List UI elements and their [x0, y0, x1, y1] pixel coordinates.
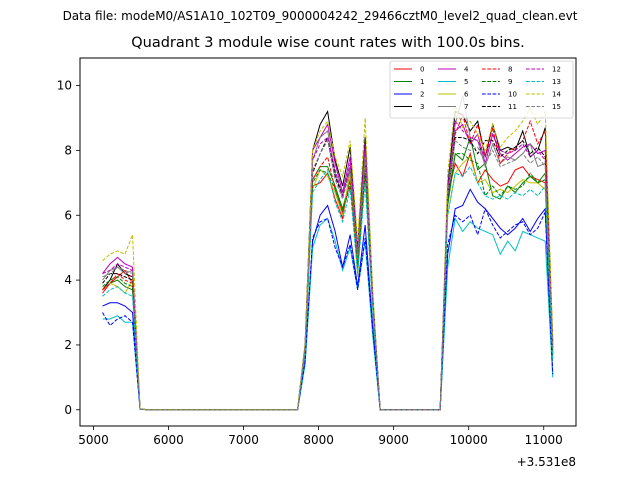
legend-label-4: 4: [464, 66, 469, 74]
legend-label-9: 9: [508, 78, 512, 86]
legend-label-8: 8: [508, 66, 512, 74]
y-tick-label: 8: [64, 143, 72, 157]
legend-label-6: 6: [464, 91, 469, 99]
y-tick-label: 10: [57, 79, 72, 93]
x-tick-label: 5000: [78, 433, 109, 447]
y-tick-label: 0: [64, 403, 72, 417]
x-axis-offset-text: +3.531e8: [517, 455, 576, 469]
x-tick-label: 7000: [228, 433, 259, 447]
plot-area: [80, 58, 576, 426]
legend-label-10: 10: [508, 91, 517, 99]
legend-label-7: 7: [464, 103, 468, 111]
figure-suptitle: Data file: modeM0/AS1A10_102T09_90000042…: [62, 9, 578, 23]
x-axis: 5000 6000 7000 8000 9000 10000 11000: [78, 426, 563, 447]
x-tick-label: 9000: [378, 433, 409, 447]
legend-box: [389, 60, 574, 119]
chart-title: Quadrant 3 module wise count rates with …: [131, 35, 525, 51]
x-tick-label: 8000: [303, 433, 334, 447]
legend-label-12: 12: [552, 66, 561, 74]
legend-label-2: 2: [420, 91, 424, 99]
series-line-15: [102, 139, 554, 411]
legend-label-1: 1: [420, 78, 424, 86]
y-tick-label: 6: [64, 208, 72, 222]
series-line-14: [102, 104, 554, 411]
legend-label-3: 3: [420, 103, 424, 111]
y-tick-label: 2: [64, 338, 72, 352]
legend-label-15: 15: [552, 103, 561, 111]
plot-frame: [79, 57, 577, 427]
legend-label-11: 11: [508, 103, 517, 111]
legend-label-13: 13: [552, 78, 561, 86]
y-tick-label: 4: [64, 273, 72, 287]
x-tick-label: 10000: [450, 433, 488, 447]
y-axis: 0 2 4 6 8 10: [57, 79, 80, 417]
series-lines: [102, 95, 554, 411]
legend-label-0: 0: [420, 66, 424, 74]
legend-label-14: 14: [552, 91, 561, 99]
x-tick-label: 11000: [525, 433, 563, 447]
x-tick-label: 6000: [153, 433, 184, 447]
legend-label-5: 5: [464, 78, 468, 86]
